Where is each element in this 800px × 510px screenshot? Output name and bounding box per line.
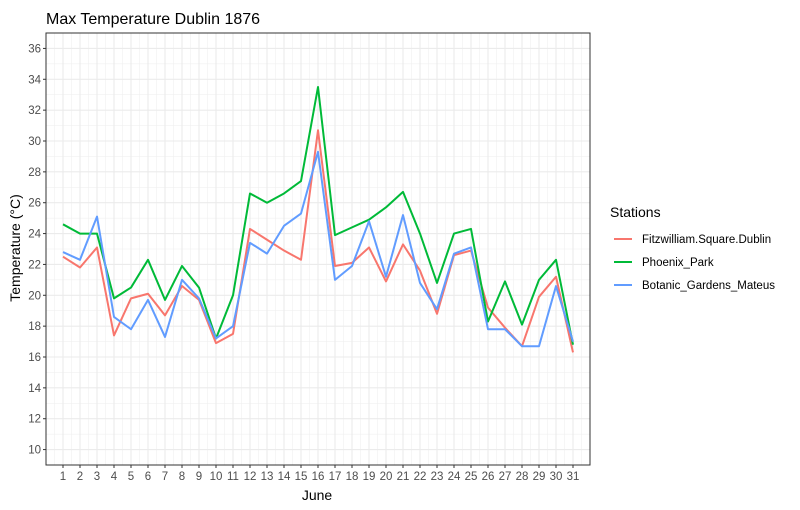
y-tick-label: 26 [28, 198, 41, 210]
x-tick-label: 10 [210, 471, 223, 483]
x-tick-label: 13 [261, 471, 274, 483]
x-tick-label: 3 [94, 471, 100, 483]
x-tick-label: 15 [295, 471, 308, 483]
x-tick-label: 5 [128, 471, 134, 483]
x-tick-label: 7 [162, 471, 168, 483]
x-tick-label: 11 [227, 471, 239, 483]
y-tick-label: 14 [28, 383, 41, 395]
x-tick-label: 4 [111, 471, 118, 483]
x-tick-label: 16 [312, 471, 325, 483]
x-tick-label: 25 [465, 471, 478, 483]
x-tick-label: 8 [179, 471, 185, 483]
x-tick-label: 20 [380, 471, 393, 483]
y-tick-label: 18 [28, 321, 41, 333]
y-tick-label: 36 [28, 43, 41, 55]
x-tick-label: 21 [397, 471, 410, 483]
x-tick-label: 18 [346, 471, 359, 483]
series-lines [62, 86, 574, 353]
y-tick-label: 30 [28, 136, 41, 148]
x-tick-label: 6 [145, 471, 151, 483]
major-gridlines [46, 33, 590, 465]
y-tick-label: 24 [28, 229, 41, 241]
x-tick-label: 17 [329, 471, 342, 483]
chart-title: Max Temperature Dublin 1876 [46, 11, 260, 28]
legend-label: Fitzwilliam.Square.Dublin [642, 234, 771, 246]
y-axis-title: Temperature (°C) [7, 194, 23, 302]
y-tick-label: 20 [28, 290, 41, 302]
x-tick-label: 12 [244, 471, 257, 483]
legend: Stations Fitzwilliam.Square.Dublin Phoeni… [610, 204, 775, 292]
legend-label: Botanic_Gardens_Mateus [642, 280, 775, 292]
x-tick-label: 30 [550, 471, 563, 483]
legend-title: Stations [610, 204, 661, 220]
series-line-3 [62, 150, 574, 348]
y-tick-label: 28 [28, 167, 41, 179]
series-line-1 [62, 129, 574, 353]
x-tick-label: 23 [431, 471, 444, 483]
x-tick-label: 19 [363, 471, 376, 483]
x-tick-label: 26 [482, 471, 495, 483]
series-line-2 [62, 86, 574, 345]
legend-label: Phoenix_Park [642, 257, 714, 269]
y-tick-label: 16 [28, 352, 41, 364]
y-tick-label: 22 [28, 259, 41, 271]
x-tick-label: 1 [60, 471, 66, 483]
y-tick-label: 12 [28, 414, 41, 426]
y-tick-label: 10 [28, 445, 41, 457]
x-axis-title: June [302, 487, 333, 503]
x-tick-label: 22 [414, 471, 427, 483]
y-tick-label: 34 [28, 74, 41, 86]
y-axis: 10 12 14 16 18 20 22 24 26 28 30 32 34 36 [28, 43, 46, 457]
x-tick-label: 31 [567, 471, 580, 483]
y-tick-label: 32 [28, 105, 41, 117]
x-tick-label: 9 [196, 471, 202, 483]
x-tick-label: 2 [77, 471, 83, 483]
x-axis: 1 2 3 4 5 6 7 8 9 10 11 12 13 14 15 16 17 18 19 20 21 22 23 24 2… [60, 465, 580, 483]
x-tick-label: 29 [533, 471, 546, 483]
x-tick-label: 24 [448, 471, 461, 483]
x-tick-label: 28 [516, 471, 529, 483]
x-tick-label: 14 [278, 471, 291, 483]
x-tick-label: 27 [499, 471, 512, 483]
